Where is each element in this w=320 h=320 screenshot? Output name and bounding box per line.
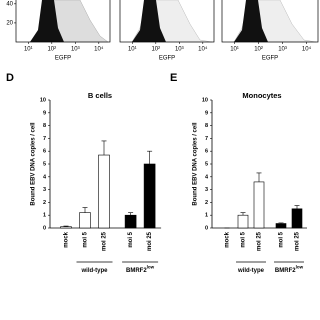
- group-label: wild-type: [237, 268, 265, 274]
- bar: [275, 223, 287, 229]
- y-tick-label: 40: [6, 1, 13, 7]
- x-tick-label: mock: [225, 231, 231, 247]
- x-tick-label: 10⁴: [302, 46, 312, 53]
- chart-title: Monocytes: [242, 91, 281, 100]
- group-label-text: wild-type: [237, 268, 265, 274]
- x-tick-label: 10³: [278, 47, 287, 53]
- x-tick-label: moi 25: [295, 231, 301, 251]
- x-tick-label: moi 5: [83, 231, 89, 247]
- y-axis-label: Bound EBV DNA copies / cell: [193, 122, 199, 205]
- x-tick-label: 10²: [254, 47, 263, 53]
- histogram-fill: [234, 0, 268, 42]
- y-tick-label: 1: [205, 213, 208, 219]
- bar: [124, 214, 137, 229]
- group-label-superscript: low: [147, 265, 155, 270]
- chart-title: B cells: [88, 91, 112, 100]
- x-tick-label: mock: [64, 231, 70, 247]
- error-bar: [294, 205, 300, 209]
- bar: [253, 181, 265, 229]
- bar: [291, 208, 303, 229]
- error-bar: [101, 140, 107, 156]
- plot-frame: [221, 0, 319, 43]
- x-axis-label: EGFP: [159, 56, 175, 62]
- y-tick-label: 10: [202, 97, 208, 103]
- y-tick-label: 0: [43, 225, 46, 231]
- x-tick-label: 10¹: [128, 47, 137, 53]
- x-tick-label: moi 25: [147, 231, 153, 251]
- y-tick-label: 6: [43, 149, 46, 155]
- x-tick-label: 10⁴: [198, 46, 208, 53]
- bar: [79, 212, 91, 229]
- y-tick-label: 5: [43, 161, 46, 167]
- panel-label: D: [6, 72, 14, 84]
- y-tick-label: 3: [205, 187, 208, 193]
- x-tick-label: 10³: [71, 47, 80, 53]
- group-label-superscript: low: [296, 265, 304, 270]
- y-tick-label: 2: [43, 200, 46, 206]
- histogram-shapes: [29, 0, 317, 43]
- y-tick-label: 2: [205, 200, 208, 206]
- group-label-text: wild-type: [80, 268, 108, 274]
- x-axis-label: EGFP: [262, 56, 278, 62]
- group-label: wild-type: [80, 268, 108, 274]
- y-tick-label: 1: [43, 213, 46, 219]
- x-tick-label: 10⁴: [94, 46, 104, 53]
- x-tick-label: 10³: [175, 47, 184, 53]
- x-tick-label: 10²: [151, 47, 160, 53]
- x-tick-label: moi 5: [279, 231, 285, 247]
- histogram-fill: [132, 0, 166, 42]
- x-tick-label: moi 5: [128, 231, 134, 247]
- y-tick-label: 7: [43, 136, 46, 142]
- y-tick-label: 9: [205, 110, 208, 116]
- x-tick-label: moi 25: [257, 231, 263, 251]
- error-bar: [147, 150, 153, 164]
- group-label: BMRF2low: [275, 265, 304, 274]
- x-tick-label: 10¹: [24, 47, 33, 53]
- y-tick-label: 5: [205, 161, 208, 167]
- error-bar: [240, 212, 246, 216]
- x-tick-label: 10²: [47, 47, 56, 53]
- group-label-text: BMRF2: [275, 268, 296, 274]
- error-bar: [82, 207, 88, 213]
- y-tick-label: 0: [205, 225, 208, 231]
- error-bar: [63, 225, 69, 227]
- x-tick-label: 10¹: [230, 47, 239, 53]
- bar: [143, 163, 156, 229]
- y-tick-label: 6: [205, 149, 208, 155]
- error-bar: [256, 172, 262, 182]
- bar: [60, 226, 72, 229]
- error-bar: [128, 212, 134, 216]
- bar: [98, 154, 110, 229]
- y-tick-label: 4: [43, 174, 47, 180]
- group-label: BMRF2low: [126, 265, 155, 274]
- group-label-text: BMRF2: [126, 268, 147, 274]
- y-tick-label: 8: [43, 123, 46, 129]
- y-tick-label: 8: [205, 123, 208, 129]
- panel-label: E: [170, 72, 177, 84]
- x-tick-label: moi 5: [241, 231, 247, 247]
- x-axis-label: EGFP: [55, 56, 71, 62]
- y-tick-label: 9: [43, 110, 46, 116]
- x-tick-label: moi 25: [102, 231, 108, 251]
- plot-frame: [15, 0, 111, 43]
- y-tick-label: 4: [205, 174, 209, 180]
- y-tick-label: 3: [43, 187, 46, 193]
- histogram-fill: [30, 0, 64, 42]
- plot-frame: [119, 0, 215, 43]
- y-axis-label: Bound EBV DNA copies / cell: [31, 122, 37, 205]
- y-tick-label: 20: [6, 20, 13, 26]
- bar: [237, 214, 249, 229]
- y-tick-label: 7: [205, 136, 208, 142]
- y-tick-label: 10: [40, 97, 46, 103]
- error-bar: [278, 222, 284, 224]
